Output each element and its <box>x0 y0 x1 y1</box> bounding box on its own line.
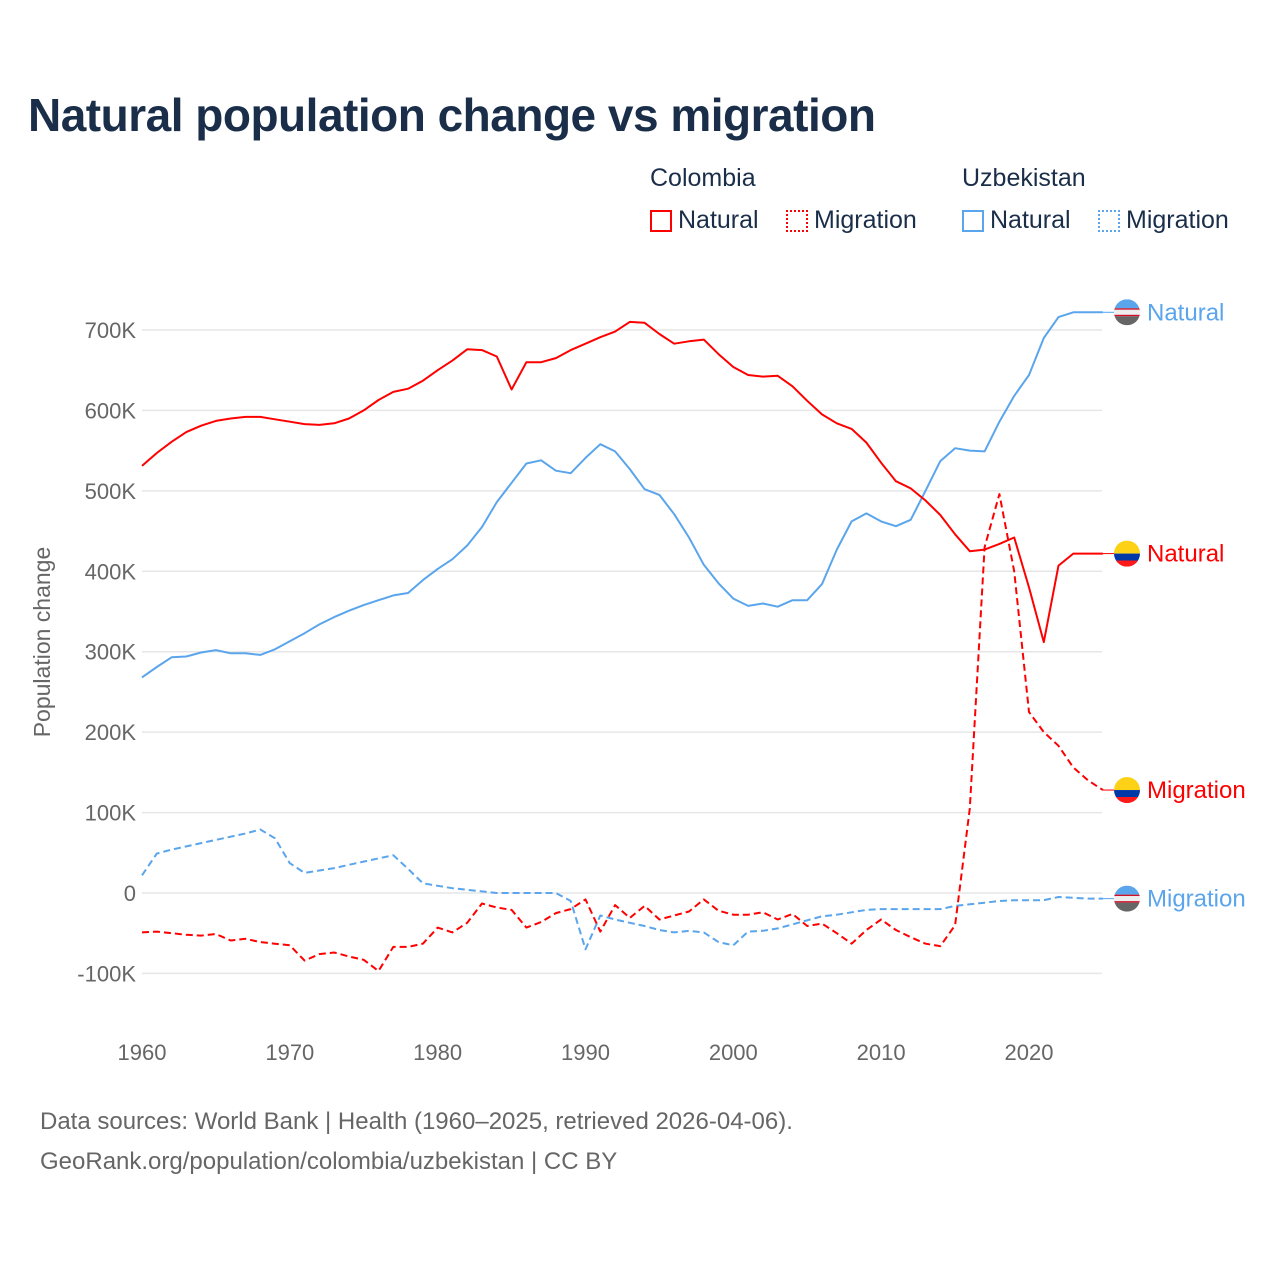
uzbekistan-flag-icon <box>1114 885 1140 912</box>
y-tick-label: 400K <box>85 559 137 584</box>
x-tick-label: 2000 <box>709 1040 758 1065</box>
footer-attribution: GeoRank.org/population/colombia/uzbekist… <box>40 1148 618 1175</box>
x-tick-label: 1990 <box>561 1040 610 1065</box>
series-line-uzbekistan-migration <box>141 828 1103 951</box>
legend-swatch-dotted-icon <box>1098 209 1120 232</box>
colombia-flag-icon <box>1114 777 1140 804</box>
legend-label: Migration <box>814 206 917 234</box>
legend-uzbekistan-natural[interactable]: Natural <box>962 206 1071 235</box>
x-tick-label: 1970 <box>265 1040 314 1065</box>
x-tick-label: 1960 <box>118 1040 167 1065</box>
x-tick-label: 2010 <box>857 1040 906 1065</box>
series-line-colombia-migration <box>141 493 1104 972</box>
y-tick-label: 0 <box>124 881 136 906</box>
uzbekistan-flag-icon <box>1114 299 1140 326</box>
legend-group-uzbekistan: Uzbekistan <box>962 164 1086 192</box>
series-end-label: Natural <box>1147 299 1224 326</box>
y-tick-label: 100K <box>85 801 137 826</box>
chart-title: Natural population change vs migration <box>28 89 876 141</box>
y-tick-label: 600K <box>85 398 137 423</box>
series-end-label: Migration <box>1147 777 1246 804</box>
y-axis-label: Population change <box>29 547 55 738</box>
legend-colombia-migration[interactable]: Migration <box>786 206 917 235</box>
legend-colombia-natural[interactable]: Natural <box>650 206 759 235</box>
x-tick-label: 1980 <box>413 1040 462 1065</box>
y-tick-label: -100K <box>77 961 136 986</box>
series-line-colombia-natural <box>141 320 1103 644</box>
y-tick-label: 500K <box>85 479 137 504</box>
legend-swatch-solid-icon <box>962 209 984 232</box>
y-tick-label: 300K <box>85 640 137 665</box>
series-end-label: Natural <box>1147 541 1224 568</box>
legend-label: Natural <box>678 206 759 234</box>
series-line-uzbekistan-natural <box>141 311 1103 679</box>
x-tick-label: 2020 <box>1005 1040 1054 1065</box>
legend-label: Migration <box>1126 206 1229 234</box>
y-tick-label: 700K <box>85 318 137 343</box>
legend-swatch-dotted-icon <box>786 209 808 232</box>
y-tick-label: 200K <box>85 720 137 745</box>
footer-sources: Data sources: World Bank | Health (1960–… <box>40 1108 793 1135</box>
legend-label: Natural <box>990 206 1071 234</box>
legend-swatch-solid-icon <box>650 209 672 232</box>
legend-group-colombia: Colombia <box>650 164 756 192</box>
series-end-label: Migration <box>1147 886 1246 913</box>
colombia-flag-icon <box>1114 540 1140 567</box>
legend-uzbekistan-migration[interactable]: Migration <box>1098 206 1229 235</box>
